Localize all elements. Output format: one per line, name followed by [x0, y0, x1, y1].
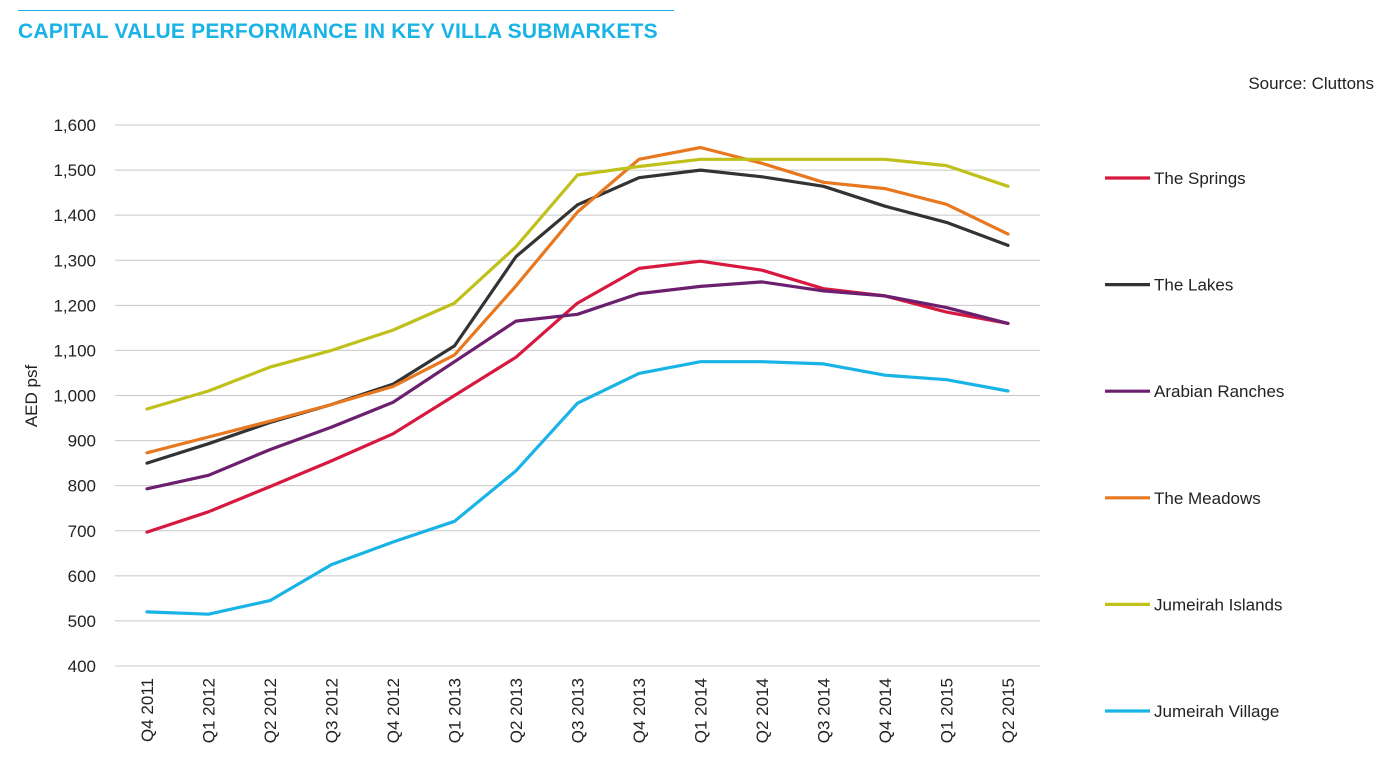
y-tick-label: 1,300	[53, 251, 96, 270]
y-tick-label: 1,000	[53, 387, 96, 406]
y-tick-label: 1,200	[53, 296, 96, 315]
title-rule	[18, 10, 674, 11]
x-tick-label: Q2 2012	[261, 678, 280, 743]
y-axis-label: AED psf	[22, 365, 41, 428]
legend-label: The Meadows	[1154, 489, 1261, 508]
x-tick-label: Q3 2013	[569, 678, 588, 743]
chart-title: CAPITAL VALUE PERFORMANCE IN KEY VILLA S…	[18, 20, 658, 43]
y-tick-label: 500	[68, 612, 96, 631]
series-line-arabian-ranches	[145, 280, 1010, 491]
y-tick-label: 1,600	[53, 116, 96, 135]
x-tick-label: Q1 2014	[692, 678, 711, 743]
legend-label: The Lakes	[1154, 276, 1233, 295]
x-tick-label: Q4 2011	[138, 678, 157, 742]
x-tick-label: Q2 2014	[753, 678, 772, 743]
x-tick-label: Q4 2014	[876, 678, 895, 743]
series-line-the-springs	[145, 259, 1010, 534]
x-tick-label: Q1 2013	[446, 678, 465, 743]
grid-lines	[115, 124, 1040, 667]
x-tick-label: Q1 2012	[200, 678, 219, 743]
y-tick-label: 1,500	[53, 161, 96, 180]
legend-label: Jumeirah Village	[1154, 702, 1279, 721]
x-tick-label: Q1 2015	[938, 678, 957, 743]
series-line-the-meadows	[145, 145, 1010, 455]
y-tick-label: 400	[68, 657, 96, 676]
legend: The Springs The Lakes Arabian Ranches The M…	[1105, 169, 1284, 721]
series-line-jumeirah-islands	[145, 157, 1010, 411]
legend-label: The Springs	[1154, 169, 1246, 188]
x-tick-label: Q3 2014	[815, 678, 834, 743]
x-tick-label: Q2 2015	[999, 678, 1018, 743]
y-tick-label: 600	[68, 567, 96, 586]
legend-label: Jumeirah Islands	[1154, 595, 1283, 614]
x-tick-label: Q2 2013	[507, 678, 526, 743]
y-tick-label: 1,100	[53, 341, 96, 360]
x-tick-label: Q4 2012	[384, 678, 403, 743]
x-tick-label: Q4 2013	[630, 678, 649, 743]
y-tick-label: 900	[68, 432, 96, 451]
legend-label: Arabian Ranches	[1154, 382, 1284, 401]
series-line-jumeirah-village	[145, 360, 1010, 616]
y-tick-label: 700	[68, 522, 96, 541]
y-tick-label: 800	[68, 477, 96, 496]
x-axis-ticks: Q4 2011 Q1 2012 Q2 2012 Q3 2012 Q4 2012 Q1 20…	[138, 678, 1018, 743]
source-note: Source: Cluttons	[1248, 74, 1374, 93]
y-axis-ticks: 400 500 600 700 800 900 1,000 1,100 1,200 1,300 1,…	[53, 116, 96, 676]
y-tick-label: 1,400	[53, 206, 96, 225]
x-tick-label: Q3 2012	[323, 678, 342, 743]
series-lines	[145, 145, 1010, 616]
